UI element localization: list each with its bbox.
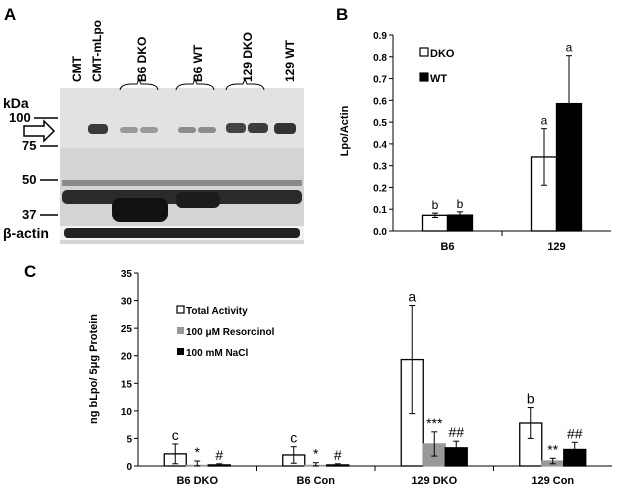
y-tick-label: 0.3: [373, 162, 387, 173]
lower-band: [112, 198, 168, 222]
lpo-band: [248, 123, 268, 133]
chart-b: Lpo/Actin DKO WT 0.0 0.1 0.2 0.3 0.4 0.5 0.6 0.…: [339, 31, 611, 253]
group-brace: [119, 77, 159, 91]
lane-label-129-wt: 129 WT: [283, 39, 297, 82]
marker-50: 50: [22, 172, 36, 187]
significance-label: a: [408, 289, 416, 305]
legend-label-dko: DKO: [430, 48, 455, 60]
lane-label-129-dko: 129 DKO: [241, 32, 255, 82]
legend-swatch-resorcinol: [177, 327, 184, 334]
y-tick-label: 20: [121, 352, 133, 363]
y-tick-label: 35: [121, 269, 133, 280]
chart-c-ylabel: ng bLpo/ 5μg Protein: [88, 314, 100, 424]
marker-75: 75: [22, 138, 36, 153]
significance-label: #: [334, 447, 342, 463]
blot-upper-region: [60, 88, 304, 148]
x-tick-label: 129: [547, 241, 565, 253]
western-blot: CMT CMT-mLpo B6 DKO B6 WT 129 DKO 129 WT…: [3, 20, 304, 244]
open-arrow-icon: [23, 119, 56, 143]
significance-label: #: [215, 447, 223, 463]
kda-label: kDa: [3, 95, 29, 111]
significance-label: b: [432, 198, 439, 212]
significance-label: *: [313, 446, 319, 462]
y-tick-label: 15: [121, 379, 133, 390]
y-tick-label: 25: [121, 324, 133, 335]
group-brace: [175, 77, 215, 91]
y-tick-label: 0.9: [373, 31, 387, 42]
y-tick-label: 0.7: [373, 75, 387, 86]
significance-label: ##: [567, 425, 583, 441]
significance-label: b: [457, 197, 464, 211]
chart-b-legend: DKO WT: [419, 47, 455, 85]
y-tick-label: 0.1: [373, 205, 387, 216]
chart-c-legend: Total Activity 100 μM Resorcinol 100 mM …: [176, 305, 275, 359]
legend-swatch-wt: [419, 72, 429, 82]
y-tick-label: 30: [121, 297, 133, 308]
marker-100: 100: [9, 110, 31, 125]
lpo-band: [88, 124, 108, 134]
lpo-band: [178, 127, 196, 133]
group-brace: [225, 77, 265, 91]
legend-swatch-nacl: [177, 348, 184, 355]
lpo-band: [226, 123, 246, 133]
lane-label-cmt: CMT: [70, 55, 84, 82]
significance-label: **: [547, 441, 558, 457]
legend-label-total-activity: Total Activity: [186, 306, 248, 317]
lpo-band: [120, 127, 138, 133]
significance-label: c: [290, 430, 297, 446]
significance-label: b: [527, 391, 535, 407]
legend-swatch-dko: [419, 47, 429, 57]
x-tick-label: 129 DKO: [411, 475, 457, 487]
legend-label-nacl: 100 mM NaCl: [186, 348, 248, 359]
y-tick-label: 0.2: [373, 183, 387, 194]
legend-label-resorcinol: 100 μM Resorcinol: [186, 327, 275, 338]
y-tick-label: 5: [126, 434, 132, 445]
chart-c: ng bLpo/ 5μg Protein Total Activity 100 …: [88, 269, 612, 487]
lane-label-b6-wt: B6 WT: [191, 44, 205, 82]
significance-label: ##: [448, 424, 464, 440]
significance-label: c: [172, 427, 179, 443]
actin-band: [64, 228, 300, 238]
marker-37: 37: [22, 207, 36, 222]
panel-label-a: A: [4, 5, 16, 24]
significance-label: ***: [426, 415, 443, 431]
lower-band: [176, 192, 220, 208]
significance-label: *: [195, 444, 201, 460]
panel-label-c: C: [24, 262, 36, 281]
y-tick-label: 0.5: [373, 118, 387, 129]
legend-swatch-total-activity: [176, 305, 185, 314]
actin-label: β-actin: [3, 225, 49, 241]
panel-label-b: B: [336, 5, 348, 24]
lower-band: [62, 180, 302, 186]
significance-label: a: [541, 114, 548, 128]
y-tick-label: 0.4: [373, 140, 387, 151]
y-tick-label: 10: [121, 407, 133, 418]
chart-b-ylabel: Lpo/Actin: [339, 105, 351, 156]
significance-label: a: [566, 41, 573, 55]
lpo-band: [274, 123, 296, 134]
lane-label-b6-dko: B6 DKO: [135, 37, 149, 82]
y-tick-label: 0.0: [373, 227, 387, 238]
lane-label-cmt-mlpo: CMT-mLpo: [90, 20, 104, 82]
y-tick-label: 0: [126, 462, 132, 473]
x-tick-label: B6 Con: [297, 475, 336, 487]
x-tick-label: B6: [440, 241, 454, 253]
lpo-band: [198, 127, 216, 133]
y-tick-label: 0.6: [373, 96, 387, 107]
x-tick-label: 129 Con: [531, 475, 574, 487]
legend-label-wt: WT: [430, 73, 447, 85]
x-tick-label: B6 DKO: [176, 475, 218, 487]
lpo-band: [140, 127, 158, 133]
y-tick-label: 0.8: [373, 53, 387, 64]
